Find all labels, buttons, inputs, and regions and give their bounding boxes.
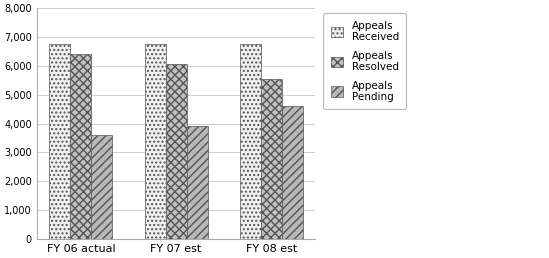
Bar: [145, 44, 166, 239]
Bar: [240, 44, 261, 239]
Bar: [91, 135, 113, 239]
Bar: [70, 54, 91, 239]
Bar: [49, 44, 70, 239]
Bar: [187, 126, 208, 239]
Bar: [282, 106, 303, 239]
Legend: Appeals
Received, Appeals
Resolved, Appeals
Pending: Appeals Received, Appeals Resolved, Appe…: [323, 13, 406, 109]
Bar: [166, 64, 187, 239]
Bar: [261, 79, 282, 239]
